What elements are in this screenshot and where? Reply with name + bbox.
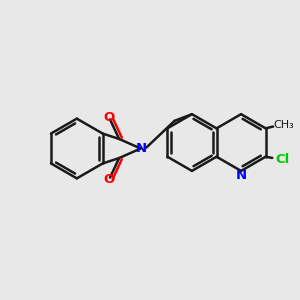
Text: CH₃: CH₃	[273, 120, 294, 130]
Text: Cl: Cl	[275, 153, 289, 166]
Text: N: N	[236, 169, 247, 182]
Text: O: O	[103, 172, 115, 185]
Text: O: O	[103, 112, 115, 124]
Text: N: N	[135, 142, 146, 155]
